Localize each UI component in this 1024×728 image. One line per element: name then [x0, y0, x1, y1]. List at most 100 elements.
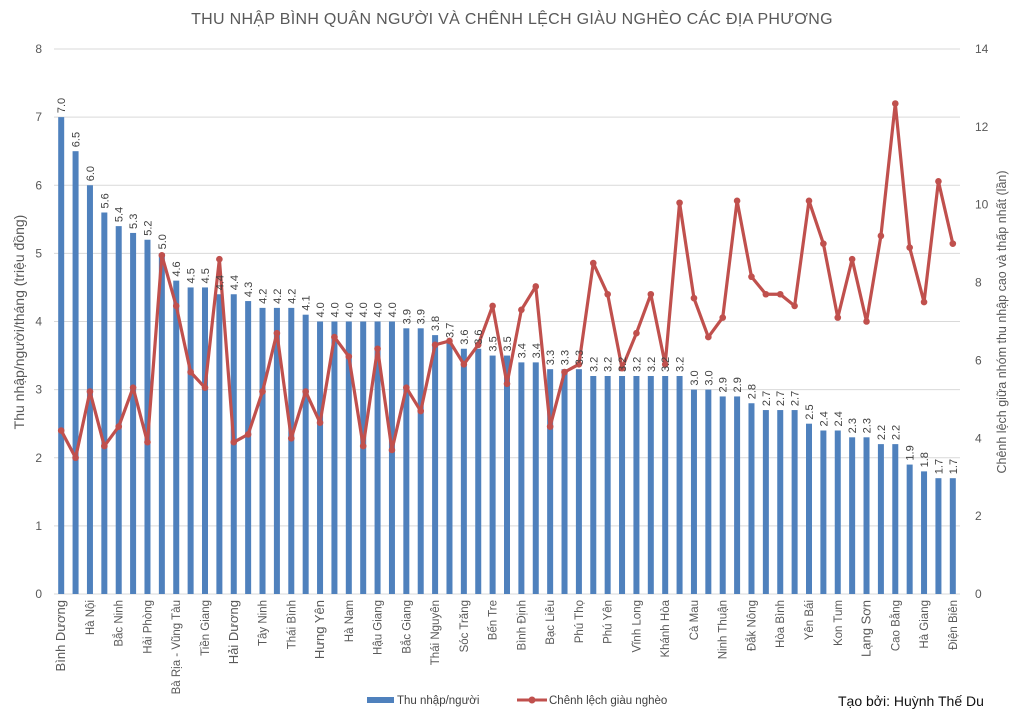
bar — [432, 335, 439, 594]
line-point — [935, 178, 942, 185]
line-point — [129, 384, 137, 391]
line-point — [676, 199, 683, 207]
bar-data-label: 3.4 — [516, 343, 528, 358]
category-label: Hải Phòng — [142, 600, 154, 654]
left-tick-label: 4 — [35, 315, 42, 329]
right-axis-ticks: 0 2 4 6 8 10 12 14 — [975, 42, 989, 601]
category-label: Vĩnh Long — [631, 600, 643, 652]
bar — [58, 117, 65, 594]
line-point — [604, 290, 611, 298]
bar — [144, 239, 151, 594]
bar-data-label: 3.3 — [574, 350, 586, 365]
left-tick-label: 0 — [35, 587, 42, 601]
bar — [863, 437, 870, 594]
bar-data-label: 3.7 — [444, 323, 456, 338]
right-tick-label: 0 — [975, 587, 982, 601]
line-point — [230, 438, 238, 446]
category-label: Bà Rịa - Vũng Tàu — [171, 600, 183, 694]
bar — [374, 321, 381, 594]
line-point — [187, 368, 194, 376]
bar-data-label: 5.0 — [157, 234, 169, 249]
line-point — [417, 407, 425, 415]
line-point — [719, 314, 727, 321]
bar-data-label: 3.9 — [416, 309, 428, 324]
bar — [705, 389, 712, 594]
category-label: Hậu Giang — [373, 600, 385, 655]
line-point — [57, 427, 65, 434]
legend-line-marker — [528, 696, 536, 704]
right-tick-label: 10 — [975, 198, 989, 212]
line-point — [877, 232, 885, 240]
bar-data-label: 5.3 — [128, 214, 140, 229]
line-point — [518, 306, 525, 314]
bar — [690, 389, 697, 594]
bar-data-label: 5.2 — [142, 220, 154, 235]
bar — [417, 328, 424, 594]
category-label: Tây Ninh — [258, 600, 270, 646]
bar-data-label: 3.3 — [545, 350, 557, 365]
bar-data-label: 1.7 — [948, 459, 960, 474]
bar-data-label: 4.0 — [344, 302, 356, 317]
line-point — [503, 380, 511, 388]
bar-data-label: 3.5 — [502, 336, 514, 351]
line-point — [690, 294, 698, 302]
bar — [518, 362, 525, 594]
line-point — [115, 423, 123, 430]
bar — [619, 376, 626, 594]
category-label: Yên Bái — [804, 600, 816, 640]
line-point — [920, 298, 928, 306]
bar-data-label: 7.0 — [56, 98, 68, 113]
bar-data-label: 3.0 — [689, 370, 701, 385]
bar — [892, 444, 899, 594]
line-point — [388, 446, 396, 454]
category-label: Bình Định — [516, 600, 528, 651]
line-point — [776, 290, 784, 298]
left-tick-label: 1 — [35, 519, 42, 533]
bar-data-label: 1.8 — [919, 452, 931, 467]
line-point — [216, 255, 223, 263]
bar-data-label: 3.9 — [401, 309, 413, 324]
category-label: Tiền Giang — [200, 600, 212, 656]
bar-data-label: 2.7 — [790, 391, 802, 406]
bar — [504, 355, 510, 594]
bar-data-label: 4.3 — [243, 282, 255, 297]
bar-data-label: 2.9 — [718, 377, 730, 392]
bar — [331, 321, 338, 594]
bar-data-label: 2.7 — [761, 391, 773, 406]
left-tick-label: 6 — [35, 178, 42, 192]
bar-data-label: 1.7 — [933, 459, 945, 474]
bar — [72, 151, 79, 594]
bar — [748, 403, 755, 594]
left-tick-label: 2 — [35, 451, 42, 465]
bar — [662, 376, 669, 594]
bar — [259, 307, 266, 594]
line-point — [791, 302, 798, 310]
bar-data-label: 3.2 — [660, 357, 672, 372]
bar — [590, 376, 597, 594]
bar — [820, 430, 827, 594]
line-point — [201, 384, 209, 391]
bar-data-labels: 7.06.56.05.65.4 5.3 5.25.04.6 4.5 4.5 4.4 4.4 4… — [56, 98, 960, 474]
bar — [288, 307, 295, 594]
line-point — [72, 454, 79, 462]
bar — [762, 410, 769, 594]
bar — [676, 376, 683, 594]
left-tick-label: 3 — [35, 383, 42, 397]
bar — [734, 396, 741, 594]
line-point — [244, 431, 252, 438]
bar-data-label: 3.5 — [488, 336, 500, 351]
bar — [719, 396, 726, 594]
bar-data-label: 3.3 — [560, 350, 572, 365]
line-point — [532, 283, 540, 290]
bar-data-label: 4.2 — [286, 289, 298, 304]
bar-data-label: 4.2 — [272, 289, 284, 304]
category-label: Thái Bình — [286, 600, 298, 649]
category-label: Cà Mau — [689, 600, 701, 640]
bar — [173, 280, 180, 594]
line-point — [863, 318, 870, 325]
bar — [777, 410, 784, 594]
category-label: Hải Dương — [226, 600, 241, 664]
bar — [187, 287, 194, 594]
bar-data-label: 3.6 — [459, 329, 471, 344]
category-label: Phú Thọ — [574, 600, 586, 643]
